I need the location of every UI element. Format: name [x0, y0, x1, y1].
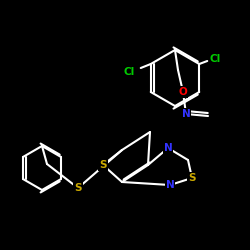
Text: N: N — [182, 109, 190, 119]
Text: S: S — [74, 183, 82, 193]
Text: Cl: Cl — [210, 54, 221, 64]
Text: O: O — [178, 87, 188, 97]
Text: S: S — [188, 173, 196, 183]
Text: S: S — [99, 160, 107, 170]
Text: N: N — [164, 143, 172, 153]
Text: N: N — [166, 180, 174, 190]
Text: Cl: Cl — [123, 67, 134, 77]
